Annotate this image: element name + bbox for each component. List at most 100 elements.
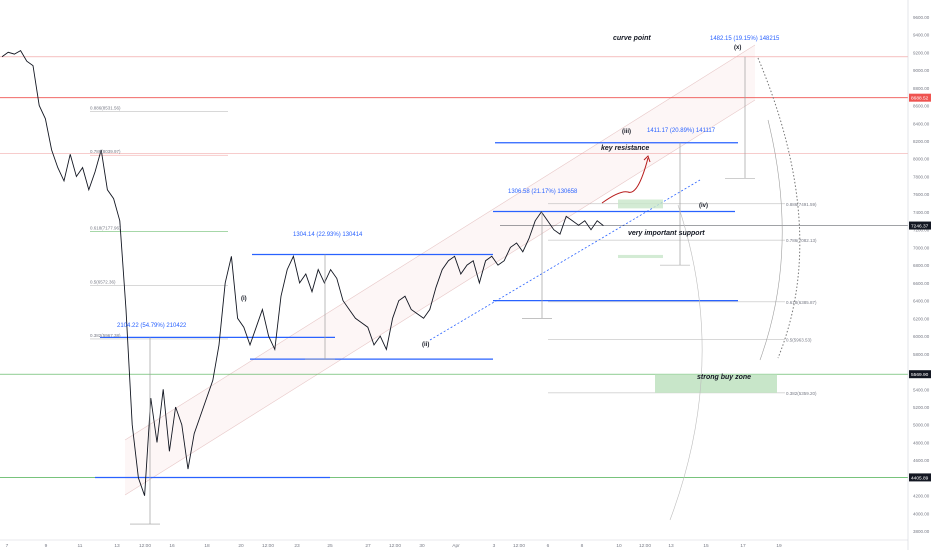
y-tick-label: 3800.00 — [913, 529, 930, 534]
x-tick-label: 12:00 — [513, 543, 525, 549]
price-tag-label-level_3: 4405.89 — [911, 475, 929, 481]
x-tick-label: 18 — [204, 543, 210, 549]
support-box-lower — [618, 254, 663, 259]
fib-label-left_05: 0.5(6572.36) — [90, 279, 116, 284]
measure-label-2: 1411.17 (20.89%) 141117 — [647, 128, 716, 134]
y-tick-label: 9200.00 — [913, 50, 930, 55]
y-axis-layer: 3800.004000.004200.004400.004600.004800.… — [907, 0, 932, 550]
x-tick-label: 10 — [616, 543, 622, 549]
fib-label-right_05: 0.5(5963.53) — [786, 337, 812, 342]
fib-label-left_0786: 0.786(8039.97) — [90, 149, 121, 154]
fib-label-left_0886: 0.886(8531.56) — [90, 106, 121, 111]
x-tick-label: 12:00 — [139, 543, 151, 549]
x-tick-label: 20 — [238, 543, 244, 549]
y-tick-label: 7200.00 — [913, 228, 930, 233]
fib-label-right_0618: 0.618(6385.87) — [786, 300, 817, 305]
y-tick-label: 7400.00 — [913, 210, 930, 215]
wave-label-x: (x) — [734, 45, 741, 51]
fib-label-right_0786: 0.786(7082.13) — [786, 238, 817, 243]
support-box-upper — [618, 199, 663, 209]
x-tick-label: 30 — [419, 543, 425, 549]
y-tick-label: 4000.00 — [913, 511, 930, 516]
y-tick-label: 5200.00 — [913, 405, 930, 410]
y-tick-label: 6400.00 — [913, 299, 930, 304]
x-tick-label: 16 — [169, 543, 175, 549]
annotation-very-important-support: very important support — [628, 230, 705, 237]
y-tick-label: 4600.00 — [913, 458, 930, 463]
y-tick-label: 5000.00 — [913, 423, 930, 428]
x-tick-label: 6 — [547, 543, 550, 549]
price-tag-label-level_2: 5569.90 — [911, 372, 929, 378]
x-tick-label: 12:00 — [389, 543, 401, 549]
y-tick-label: 5800.00 — [913, 352, 930, 357]
x-tick-label: 13 — [114, 543, 120, 549]
x-tick-label: 7 — [6, 543, 9, 549]
x-axis-layer: 7 9 11 13 12:00 16 18 20 12:00 23 25 27 12:00 30 Apr 3 1… — [0, 539, 908, 549]
x-tick-label: 3 — [493, 543, 496, 549]
price-tag-level_2 — [909, 370, 931, 379]
measure-label-5: 2104.22 (54.79%) 210422 — [117, 323, 187, 329]
annotation-key-resistance: key resistance — [601, 145, 649, 152]
measure-label-3: 1306.58 (21.17%) 130658 — [508, 189, 578, 195]
y-tick-label: 8200.00 — [913, 139, 930, 144]
projection-arrowhead — [643, 155, 651, 163]
fib-label-left_0382: 0.382(5967.38) — [90, 333, 121, 338]
y-tick-label: 6200.00 — [913, 316, 930, 321]
x-tick-label: 19 — [776, 543, 782, 549]
y-tick-label: 4200.00 — [913, 494, 930, 499]
y-tick-label: 6000.00 — [913, 334, 930, 339]
projection-curve-inner — [759, 119, 783, 361]
y-tick-label: 7800.00 — [913, 174, 930, 179]
x-tick-label: 12:00 — [639, 543, 651, 549]
y-tick-label: 5400.00 — [913, 387, 930, 392]
x-tick-label: 8 — [581, 543, 584, 549]
horizontal-levels-layer — [0, 56, 908, 479]
wave-label-iv: (iv) — [699, 203, 708, 209]
x-tick-label: 15 — [703, 543, 709, 549]
measure-label-4: 1304.14 (22.93%) 130414 — [293, 232, 363, 238]
y-tick-label: 6800.00 — [913, 263, 930, 268]
y-tick-label: 9000.00 — [913, 68, 930, 73]
price-tag-last_price — [909, 221, 931, 230]
y-tick-label: 8800.00 — [913, 86, 930, 91]
price-tag-level_1 — [909, 93, 931, 102]
fib-label-left_0618: 0.618(7177.96) — [90, 226, 121, 231]
annotations-layer: 0.886(8531.56) 0.786(8039.97) 0.618(7177.9… — [90, 35, 817, 525]
channel-fill — [125, 45, 755, 495]
y-tick-label: 8600.00 — [913, 104, 930, 109]
fib-label-right_0886: 0.886(7491.59) — [786, 202, 817, 207]
y-tick-label: 9600.00 — [913, 15, 930, 20]
y-tick-label: 7000.00 — [913, 245, 930, 250]
x-tick-label: 23 — [294, 543, 300, 549]
price-layer — [1, 49, 604, 496]
annotation-curve-point: curve point — [613, 35, 651, 42]
y-tick-label: 4800.00 — [913, 440, 930, 445]
y-tick-label: 6600.00 — [913, 281, 930, 286]
projection-arrow — [601, 157, 649, 204]
x-tick-label: 17 — [740, 543, 746, 549]
strong-buy-zone-box[interactable] — [655, 374, 777, 393]
y-tick-label: 7600.00 — [913, 192, 930, 197]
fib-label-right_0382: 0.382(5359.20) — [786, 391, 817, 396]
y-tick-label: 9400.00 — [913, 33, 930, 38]
x-tick-label: 9 — [45, 543, 48, 549]
x-tick-label: 11 — [78, 543, 83, 549]
x-tick-label: 12:00 — [262, 543, 274, 549]
x-tick-label: 25 — [327, 543, 333, 549]
projection-curve-outer — [757, 57, 801, 359]
wave-label-i: (i) — [241, 296, 247, 302]
channel-lower-line — [124, 99, 756, 496]
price-tag-label-last_price: 7246.37 — [911, 224, 929, 230]
y-tick-label: 8400.00 — [913, 121, 930, 126]
x-tick-label: Apr — [452, 543, 460, 549]
price-tag-label-level_1: 8688.52 — [911, 96, 929, 102]
channel-layer — [124, 44, 756, 496]
measure-label-1: 1482.15 (19.15%) 148215 — [710, 36, 780, 42]
wave-label-ii: (ii) — [422, 342, 429, 348]
projection-curve-lower — [669, 204, 703, 521]
price-series-line — [1, 49, 604, 496]
annotation-strong-buy-zone: strong buy zone — [697, 374, 751, 381]
wave-label-iii: (iii) — [622, 129, 631, 135]
